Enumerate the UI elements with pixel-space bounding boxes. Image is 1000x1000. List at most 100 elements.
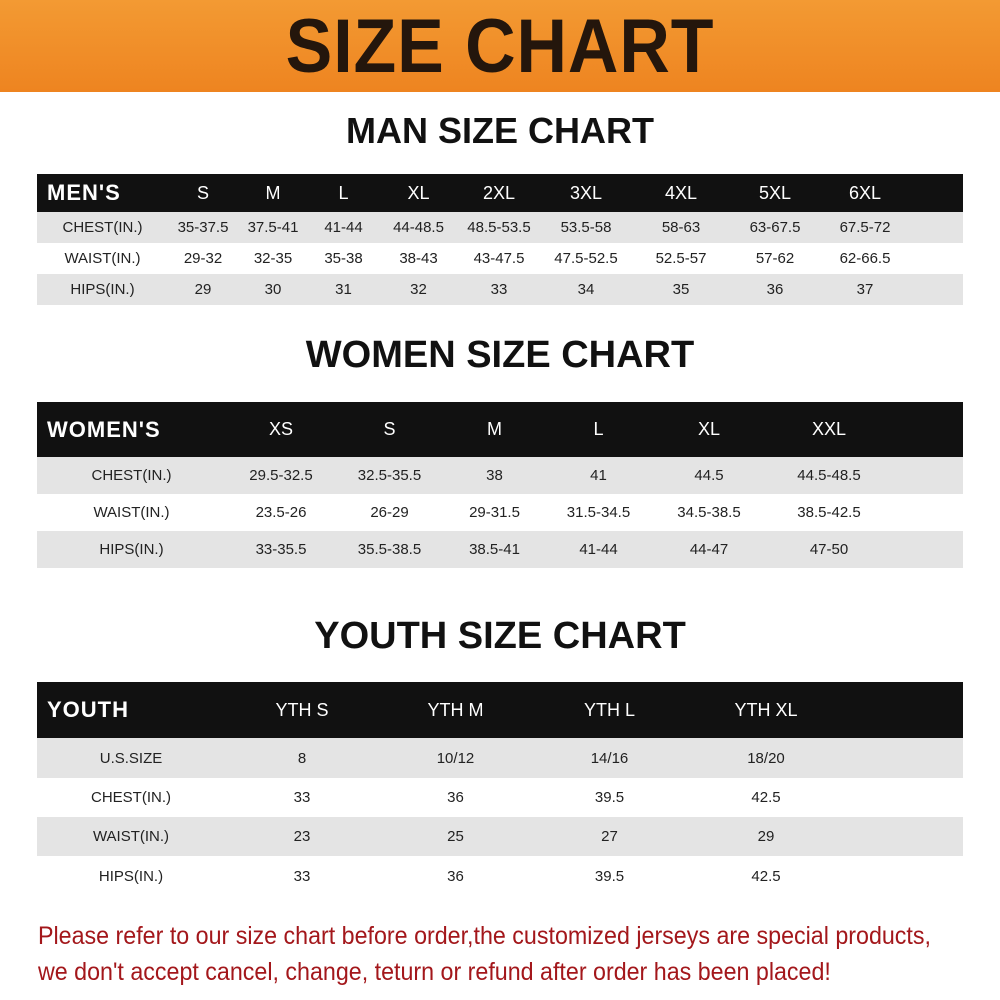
measurement-cell: 33 bbox=[458, 274, 540, 305]
measurement-cell: 41-44 bbox=[546, 531, 651, 568]
measurement-cell: 35 bbox=[632, 274, 730, 305]
measurement-cell: 33-35.5 bbox=[226, 531, 336, 568]
header-label: YOUTH bbox=[37, 682, 225, 738]
measurement-cell: 36 bbox=[379, 778, 532, 817]
measurement-cell: 31 bbox=[308, 274, 379, 305]
table-row: WAIST(IN.) 23.5-26 26-29 29-31.5 31.5-34.5 34… bbox=[37, 494, 963, 531]
measurement-cell: 25 bbox=[379, 817, 532, 856]
measurement-cell: 67.5-72 bbox=[820, 212, 910, 243]
table-row: WAIST(IN.) 23 25 27 29 bbox=[37, 817, 963, 856]
table-row: HIPS(IN.) 33-35.5 35.5-38.5 38.5-41 41-44 44-… bbox=[37, 531, 963, 568]
youth-section-title: YOUTH SIZE CHART bbox=[314, 615, 686, 657]
notice-line-2: we don't accept cancel, change, teturn o… bbox=[38, 958, 831, 986]
measurement-cell: 32 bbox=[379, 274, 458, 305]
measurement-cell: 35.5-38.5 bbox=[336, 531, 443, 568]
measurement-cell: 41-44 bbox=[308, 212, 379, 243]
table-row: HIPS(IN.) 29 30 31 32 33 34 35 36 37 bbox=[37, 274, 963, 305]
measurement-cell: 38.5-42.5 bbox=[767, 494, 891, 531]
measurement-cell: 36 bbox=[379, 856, 532, 897]
header-row: MEN'S S M L XL 2XL 3XL 4XL 5XL 6XL bbox=[37, 174, 963, 212]
measurement-cell: 32-35 bbox=[238, 243, 308, 274]
measurement-cell: 38 bbox=[443, 457, 546, 494]
size-header: M bbox=[238, 174, 308, 212]
measurement-cell: 23 bbox=[225, 817, 379, 856]
size-header: XL bbox=[379, 174, 458, 212]
measurement-cell: 14/16 bbox=[532, 738, 687, 778]
table-row: CHEST(IN.) 35-37.5 37.5-41 41-44 44-48.5 48.5… bbox=[37, 212, 963, 243]
measurement-cell: 30 bbox=[238, 274, 308, 305]
table-row: WAIST(IN.) 29-32 32-35 35-38 38-43 43-47.5 47.… bbox=[37, 243, 963, 274]
measurement-cell: 26-29 bbox=[336, 494, 443, 531]
table-row: HIPS(IN.) 33 36 39.5 42.5 bbox=[37, 856, 963, 897]
empty-cell bbox=[910, 212, 963, 243]
size-header: YTH XL bbox=[687, 682, 845, 738]
men-section-title: MAN SIZE CHART bbox=[346, 110, 654, 151]
measurement-cell: 58-63 bbox=[632, 212, 730, 243]
measurement-cell: 53.5-58 bbox=[540, 212, 632, 243]
size-header: 4XL bbox=[632, 174, 730, 212]
size-header: L bbox=[546, 402, 651, 457]
women-section-title: WOMEN SIZE CHART bbox=[305, 334, 695, 376]
measurement-cell: 27 bbox=[532, 817, 687, 856]
measurement-cell: 42.5 bbox=[687, 856, 845, 897]
size-header: XL bbox=[651, 402, 767, 457]
empty-cell bbox=[910, 243, 963, 274]
measurement-cell: 32.5-35.5 bbox=[336, 457, 443, 494]
measurement-cell: 37.5-41 bbox=[238, 212, 308, 243]
row-label: U.S.SIZE bbox=[37, 738, 225, 778]
row-label: WAIST(IN.) bbox=[37, 817, 225, 856]
banner-title: SIZE CHART bbox=[285, 3, 715, 89]
measurement-cell: 42.5 bbox=[687, 778, 845, 817]
table-row: CHEST(IN.) 29.5-32.5 32.5-35.5 38 41 44.5 44.5… bbox=[37, 457, 963, 494]
size-header: 2XL bbox=[458, 174, 540, 212]
men-size-table: MEN'S S M L XL 2XL 3XL 4XL 5XL 6XL CHEST(IN.) 35-37… bbox=[37, 174, 963, 305]
size-header: 3XL bbox=[540, 174, 632, 212]
row-label: HIPS(IN.) bbox=[37, 274, 168, 305]
header-label: WOMEN'S bbox=[37, 402, 226, 457]
measurement-cell: 39.5 bbox=[532, 778, 687, 817]
women-size-table: WOMEN'S XS S M L XL XXL CHEST(IN.) 29.5-32.5 32.5… bbox=[37, 402, 963, 568]
measurement-cell: 39.5 bbox=[532, 856, 687, 897]
banner: SIZE CHART bbox=[0, 0, 1000, 92]
size-header: XXL bbox=[767, 402, 891, 457]
size-header: XS bbox=[226, 402, 336, 457]
measurement-cell: 29 bbox=[168, 274, 238, 305]
size-header: 5XL bbox=[730, 174, 820, 212]
measurement-cell: 29-32 bbox=[168, 243, 238, 274]
size-header: 6XL bbox=[820, 174, 910, 212]
measurement-cell: 10/12 bbox=[379, 738, 532, 778]
row-label: HIPS(IN.) bbox=[37, 856, 225, 897]
measurement-cell: 44-48.5 bbox=[379, 212, 458, 243]
size-header: YTH S bbox=[225, 682, 379, 738]
measurement-cell: 34 bbox=[540, 274, 632, 305]
measurement-cell: 29.5-32.5 bbox=[226, 457, 336, 494]
measurement-cell: 52.5-57 bbox=[632, 243, 730, 274]
header-row: WOMEN'S XS S M L XL XXL bbox=[37, 402, 963, 457]
measurement-cell: 35-38 bbox=[308, 243, 379, 274]
measurement-cell: 29 bbox=[687, 817, 845, 856]
empty-cell bbox=[845, 817, 963, 856]
measurement-cell: 38.5-41 bbox=[443, 531, 546, 568]
size-header: M bbox=[443, 402, 546, 457]
empty-cell bbox=[910, 174, 963, 212]
table-row: CHEST(IN.) 33 36 39.5 42.5 bbox=[37, 778, 963, 817]
empty-cell bbox=[891, 531, 963, 568]
measurement-cell: 47.5-52.5 bbox=[540, 243, 632, 274]
measurement-cell: 62-66.5 bbox=[820, 243, 910, 274]
measurement-cell: 48.5-53.5 bbox=[458, 212, 540, 243]
header-label: MEN'S bbox=[37, 174, 168, 212]
empty-cell bbox=[910, 274, 963, 305]
row-label: CHEST(IN.) bbox=[37, 212, 168, 243]
youth-size-table: YOUTH YTH S YTH M YTH L YTH XL U.S.SIZE 8 10/12… bbox=[37, 682, 963, 897]
measurement-cell: 33 bbox=[225, 778, 379, 817]
measurement-cell: 44-47 bbox=[651, 531, 767, 568]
measurement-cell: 63-67.5 bbox=[730, 212, 820, 243]
table-row: U.S.SIZE 8 10/12 14/16 18/20 bbox=[37, 738, 963, 778]
row-label: WAIST(IN.) bbox=[37, 243, 168, 274]
empty-cell bbox=[845, 738, 963, 778]
row-label: CHEST(IN.) bbox=[37, 457, 226, 494]
measurement-cell: 37 bbox=[820, 274, 910, 305]
measurement-cell: 38-43 bbox=[379, 243, 458, 274]
size-header: L bbox=[308, 174, 379, 212]
measurement-cell: 57-62 bbox=[730, 243, 820, 274]
